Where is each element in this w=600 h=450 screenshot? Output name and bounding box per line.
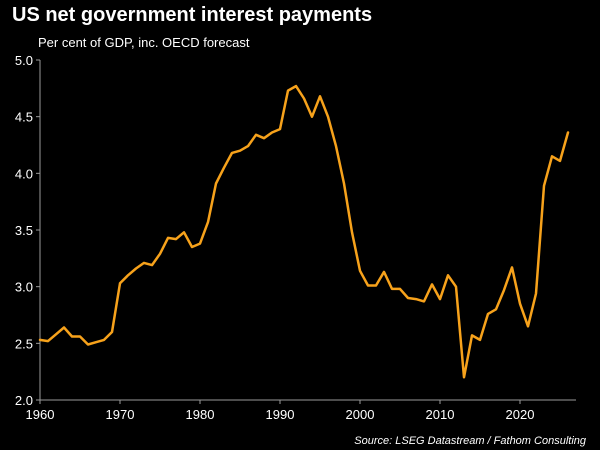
- data-point: [359, 270, 361, 272]
- data-point: [167, 237, 169, 239]
- data-point: [159, 253, 161, 255]
- data-point: [551, 155, 553, 157]
- y-tick-label: 5.0: [15, 53, 33, 68]
- data-point: [191, 246, 193, 248]
- data-point: [103, 339, 105, 341]
- data-point: [311, 115, 313, 117]
- data-point: [439, 298, 441, 300]
- data-point: [543, 185, 545, 187]
- data-point: [415, 298, 417, 300]
- data-point: [519, 302, 521, 304]
- data-point: [303, 97, 305, 99]
- data-point: [375, 284, 377, 286]
- series-line: [38, 84, 570, 379]
- x-tick-label: 2000: [346, 407, 375, 422]
- data-point: [383, 271, 385, 273]
- data-point: [559, 160, 561, 162]
- y-tick-label: 4.0: [15, 166, 33, 181]
- data-point: [143, 262, 145, 264]
- chart-subtitle: Per cent of GDP, inc. OECD forecast: [38, 35, 250, 50]
- y-tick-label: 4.5: [15, 110, 33, 125]
- data-point: [423, 300, 425, 302]
- data-point: [503, 289, 505, 291]
- data-point: [335, 145, 337, 147]
- data-point: [39, 339, 41, 341]
- data-point: [343, 182, 345, 184]
- x-tick-label: 1980: [186, 407, 215, 422]
- data-point: [527, 325, 529, 327]
- data-point: [567, 131, 569, 133]
- data-point: [495, 308, 497, 310]
- data-point: [511, 266, 513, 268]
- chart-title: US net government interest payments: [12, 4, 373, 26]
- y-tick-label: 3.0: [15, 280, 33, 295]
- data-point: [407, 297, 409, 299]
- data-point: [79, 335, 81, 337]
- x-tick-label: 2020: [506, 407, 535, 422]
- data-point: [447, 274, 449, 276]
- y-axis: 5.0 4.5 4.0 3.5 3.0 2.5 2.0: [15, 53, 41, 408]
- data-point: [215, 182, 217, 184]
- data-point: [207, 221, 209, 223]
- data-point: [351, 231, 353, 233]
- x-tick-label: 1990: [266, 407, 295, 422]
- data-point: [183, 231, 185, 233]
- x-tick-label: 1970: [106, 407, 135, 422]
- data-point: [127, 274, 129, 276]
- data-point: [231, 152, 233, 154]
- data-point: [111, 331, 113, 333]
- data-point: [327, 115, 329, 117]
- series-group: [38, 84, 570, 379]
- data-point: [535, 292, 537, 294]
- data-point: [455, 285, 457, 287]
- data-point: [87, 343, 89, 345]
- data-point: [71, 335, 73, 337]
- data-point: [151, 264, 153, 266]
- data-point: [319, 95, 321, 97]
- data-point: [399, 288, 401, 290]
- source-note: Source: LSEG Datastream / Fathom Consult…: [354, 435, 586, 447]
- data-point: [295, 85, 297, 87]
- data-point: [367, 284, 369, 286]
- data-point: [431, 283, 433, 285]
- data-point: [47, 340, 49, 342]
- x-tick-label: 2010: [426, 407, 455, 422]
- data-point: [463, 376, 465, 378]
- data-point: [199, 242, 201, 244]
- y-tick-label: 3.5: [15, 223, 33, 238]
- data-point: [223, 166, 225, 168]
- data-point: [487, 313, 489, 315]
- y-tick-label: 2.5: [15, 336, 33, 351]
- data-point: [479, 339, 481, 341]
- data-point: [135, 267, 137, 269]
- data-point: [239, 149, 241, 151]
- data-point: [247, 145, 249, 147]
- x-tick-label: 1960: [26, 407, 55, 422]
- data-point: [255, 134, 257, 136]
- data-point: [175, 238, 177, 240]
- data-point: [471, 334, 473, 336]
- data-point: [263, 137, 265, 139]
- y-tick-label: 2.0: [15, 393, 33, 408]
- data-point: [271, 131, 273, 133]
- data-point: [63, 326, 65, 328]
- data-point: [55, 333, 57, 335]
- x-axis: 1960 1970 1980 1990 2000 2010 2020: [26, 399, 576, 422]
- data-point: [287, 89, 289, 91]
- data-point: [279, 128, 281, 130]
- data-point: [119, 282, 121, 284]
- data-point: [391, 288, 393, 290]
- data-point: [95, 341, 97, 343]
